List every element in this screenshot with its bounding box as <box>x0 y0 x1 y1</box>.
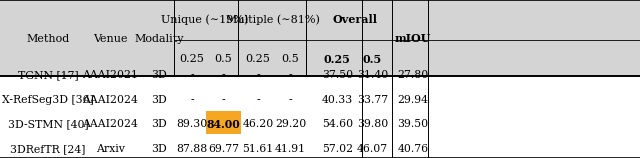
Text: AAAI2021: AAAI2021 <box>82 70 138 80</box>
Text: -: - <box>221 70 225 80</box>
Text: 46.07: 46.07 <box>357 144 388 154</box>
Text: Multiple (∼81%): Multiple (∼81%) <box>227 15 320 25</box>
Bar <box>0 0 640 76</box>
Text: 33.77: 33.77 <box>357 95 388 105</box>
Text: 0.25: 0.25 <box>246 54 270 64</box>
Text: -: - <box>190 95 194 105</box>
Text: 37.50: 37.50 <box>322 70 353 80</box>
Text: -: - <box>256 70 260 80</box>
Text: -: - <box>256 95 260 105</box>
Text: -: - <box>289 70 292 80</box>
Bar <box>0 76 640 158</box>
Text: 0.5: 0.5 <box>282 54 300 64</box>
Text: 40.76: 40.76 <box>397 144 428 154</box>
Text: 40.33: 40.33 <box>322 95 353 105</box>
Text: -: - <box>289 95 292 105</box>
Text: Unique (∼19%): Unique (∼19%) <box>161 15 248 25</box>
Text: 3D: 3D <box>151 70 166 80</box>
Text: Method: Method <box>26 34 70 44</box>
Text: -: - <box>221 95 225 105</box>
Text: 39.80: 39.80 <box>357 119 388 129</box>
Text: Venue: Venue <box>93 34 127 44</box>
Text: 51.61: 51.61 <box>243 144 273 154</box>
Text: 31.40: 31.40 <box>357 70 388 80</box>
Text: TGNN [17]: TGNN [17] <box>18 70 78 80</box>
Text: 0.5: 0.5 <box>363 54 382 65</box>
Text: 89.30: 89.30 <box>177 119 207 129</box>
Text: 46.20: 46.20 <box>243 119 273 129</box>
Text: X-RefSeg3D [36]: X-RefSeg3D [36] <box>2 95 94 105</box>
Text: 84.00: 84.00 <box>207 119 240 130</box>
Text: 39.50: 39.50 <box>397 119 428 129</box>
Text: 3D: 3D <box>151 144 166 154</box>
Text: -: - <box>190 70 194 80</box>
Text: AAAI2024: AAAI2024 <box>82 119 138 129</box>
Text: 27.80: 27.80 <box>397 70 428 80</box>
Text: Modality: Modality <box>134 34 184 44</box>
Text: 29.20: 29.20 <box>275 119 306 129</box>
Text: AAAI2024: AAAI2024 <box>82 95 138 105</box>
Text: mIOU: mIOU <box>395 33 431 44</box>
Text: 0.25: 0.25 <box>180 54 204 64</box>
Text: 3DRefTR [24]: 3DRefTR [24] <box>10 144 86 154</box>
Text: Overall: Overall <box>332 14 377 25</box>
Text: 0.5: 0.5 <box>214 54 232 64</box>
Bar <box>206 111 241 134</box>
Text: 3D-STMN [40]: 3D-STMN [40] <box>8 119 88 129</box>
Text: 29.94: 29.94 <box>397 95 428 105</box>
Text: 3D: 3D <box>151 95 166 105</box>
Text: Arxiv: Arxiv <box>95 144 125 154</box>
Text: 54.60: 54.60 <box>322 119 353 129</box>
Text: 57.02: 57.02 <box>322 144 353 154</box>
Text: 41.91: 41.91 <box>275 144 306 154</box>
Text: 69.77: 69.77 <box>208 144 239 154</box>
Text: 0.25: 0.25 <box>324 54 351 65</box>
Text: 87.88: 87.88 <box>177 144 207 154</box>
Text: 3D: 3D <box>151 119 166 129</box>
